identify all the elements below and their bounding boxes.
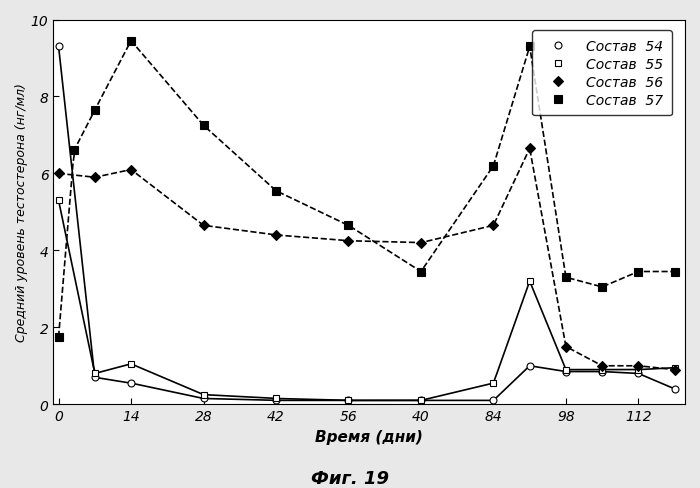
Состав  57 [70,148,78,154]
Состав  55 [416,398,425,404]
Состав  57 [416,269,425,275]
Legend: Состав  54, Состав  55, Состав  56, Состав  57: Состав 54, Состав 55, Состав 56, Состав … [532,31,672,116]
Состав  54 [598,369,606,375]
Состав  56 [199,223,208,229]
Состав  54 [561,369,570,375]
Состав  55 [127,361,135,367]
Состав  57 [526,44,534,50]
Состав  57 [598,285,606,290]
Состав  56 [634,363,643,369]
Состав  56 [416,240,425,246]
Состав  55 [526,279,534,285]
Состав  56 [489,223,498,229]
Состав  57 [199,123,208,129]
Состав  56 [55,171,63,177]
Состав  54 [90,375,99,381]
Состав  57 [671,269,679,275]
Состав  56 [671,367,679,373]
Состав  55 [489,380,498,386]
Состав  54 [344,398,353,404]
Состав  55 [561,367,570,373]
Состав  57 [127,39,135,44]
Состав  56 [344,238,353,244]
Состав  54 [416,398,425,404]
Состав  54 [526,363,534,369]
Состав  55 [634,367,643,373]
Состав  55 [90,371,99,377]
Состав  54 [127,380,135,386]
Состав  57 [55,334,63,340]
Состав  57 [489,163,498,169]
Y-axis label: Средний уровень тестостерона (нг/мл): Средний уровень тестостерона (нг/мл) [15,83,28,342]
Состав  57 [90,108,99,114]
Состав  55 [55,198,63,204]
Состав  56 [598,363,606,369]
Состав  55 [272,396,280,402]
Text: Фиг. 19: Фиг. 19 [311,469,389,487]
Состав  57 [634,269,643,275]
Состав  54 [634,371,643,377]
Состав  56 [90,175,99,181]
X-axis label: Время (дни): Время (дни) [315,429,423,444]
Состав  55 [344,398,353,404]
Line: Состав  55: Состав 55 [55,198,678,404]
Состав  57 [561,275,570,281]
Состав  54 [671,386,679,392]
Состав  55 [199,392,208,398]
Line: Состав  54: Состав 54 [55,44,678,404]
Состав  57 [344,223,353,229]
Line: Состав  56: Состав 56 [55,145,678,373]
Состав  54 [199,396,208,402]
Состав  54 [55,44,63,50]
Состав  54 [272,398,280,404]
Состав  56 [561,344,570,350]
Состав  55 [671,365,679,371]
Состав  56 [526,146,534,152]
Состав  57 [272,188,280,194]
Состав  55 [598,367,606,373]
Состав  56 [272,233,280,239]
Состав  56 [127,167,135,173]
Состав  54 [489,398,498,404]
Line: Состав  57: Состав 57 [55,38,679,342]
